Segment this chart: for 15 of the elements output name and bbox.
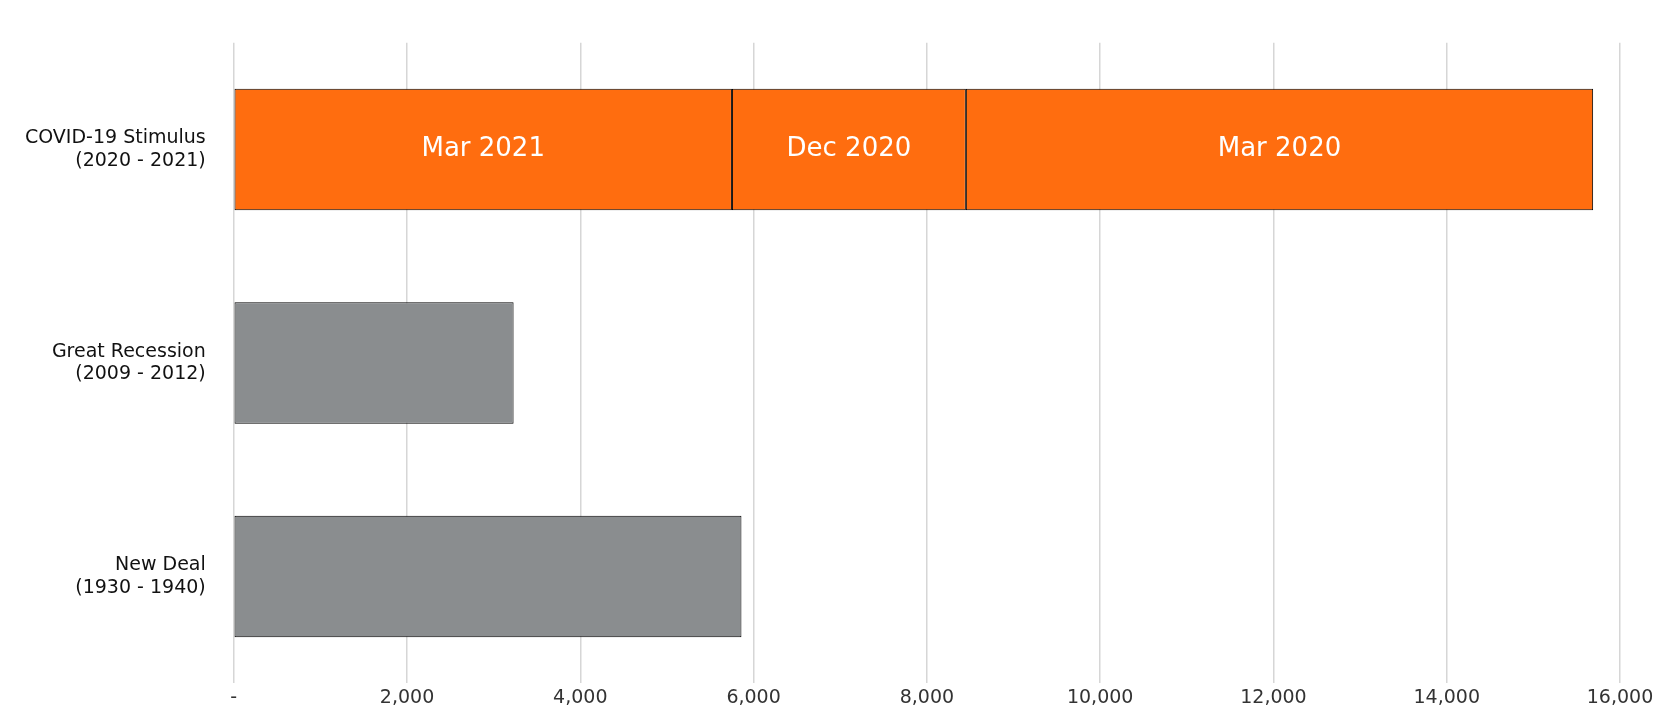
x-tick-label: 14,000: [1413, 684, 1480, 707]
x-tick-label: -: [230, 684, 238, 707]
y-tick-label: COVID-19 Stimulus (2020 - 2021): [24, 125, 206, 170]
data-label: Mar 2021: [421, 132, 545, 163]
x-tick-label: 6,000: [726, 684, 781, 707]
y-tick-label: Great Recession (2009 - 2012): [51, 338, 206, 384]
x-tick-label: 2,000: [379, 684, 435, 707]
x-tick-label: 12,000: [1240, 684, 1307, 707]
x-tick-label: 16,000: [1586, 684, 1654, 707]
data-label: Dec 2020: [786, 132, 912, 163]
x-tick-label: 8,000: [899, 684, 955, 707]
x-tick-label: 10,000: [1066, 684, 1134, 707]
data-label: Mar 2020: [1217, 132, 1342, 163]
y-tick-label: New Deal (1930 - 1940): [75, 552, 206, 597]
x-tick-label: 4,000: [553, 684, 608, 707]
